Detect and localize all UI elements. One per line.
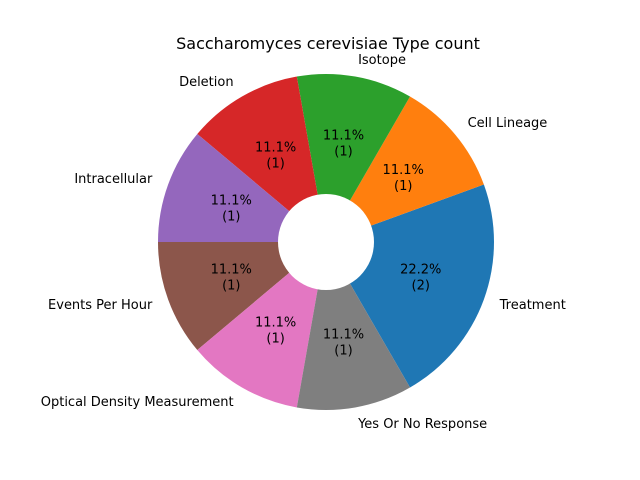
slice-label-yes-or-no-response: Yes Or No Response (357, 417, 487, 432)
slice-count-treatment: (2) (412, 278, 430, 293)
slice-intracellular (158, 134, 326, 242)
slice-count-deletion: (1) (266, 157, 284, 172)
slice-count-isotope: (1) (334, 145, 352, 160)
slice-pct-deletion: 11.1% (255, 141, 296, 156)
slice-pct-cell-lineage: 11.1% (383, 163, 424, 178)
slice-count-events-per-hour: (1) (222, 278, 240, 293)
slice-cell-lineage (326, 96, 484, 243)
slice-pct-treatment: 22.2% (400, 262, 441, 277)
slice-label-events-per-hour: Events Per Hour (48, 298, 153, 313)
slice-pct-yes-or-no-response: 11.1% (323, 327, 364, 342)
slice-pct-events-per-hour: 11.1% (211, 262, 252, 277)
slices-group (158, 74, 494, 410)
slice-label-optical-density-measurement: Optical Density Measurement (41, 395, 234, 410)
slice-count-yes-or-no-response: (1) (334, 343, 352, 358)
slice-count-intracellular: (1) (222, 210, 240, 225)
slice-label-treatment: Treatment (499, 298, 566, 313)
slice-pct-intracellular: 11.1% (211, 194, 252, 209)
slice-label-intracellular: Intracellular (74, 172, 153, 187)
slice-deletion (197, 76, 326, 242)
slice-count-optical-density-measurement: (1) (266, 331, 284, 346)
slice-pct-isotope: 11.1% (323, 129, 364, 144)
slice-events-per-hour (158, 242, 326, 350)
slice-label-deletion: Deletion (179, 75, 234, 90)
slice-label-cell-lineage: Cell Lineage (468, 116, 548, 131)
chart-title: Saccharomyces cerevisiae Type count (176, 34, 480, 53)
slice-optical-density-measurement (197, 242, 326, 408)
slice-pct-optical-density-measurement: 11.1% (255, 315, 296, 330)
slice-label-isotope: Isotope (358, 53, 406, 68)
donut-hole (278, 194, 374, 290)
slice-count-cell-lineage: (1) (394, 179, 412, 194)
